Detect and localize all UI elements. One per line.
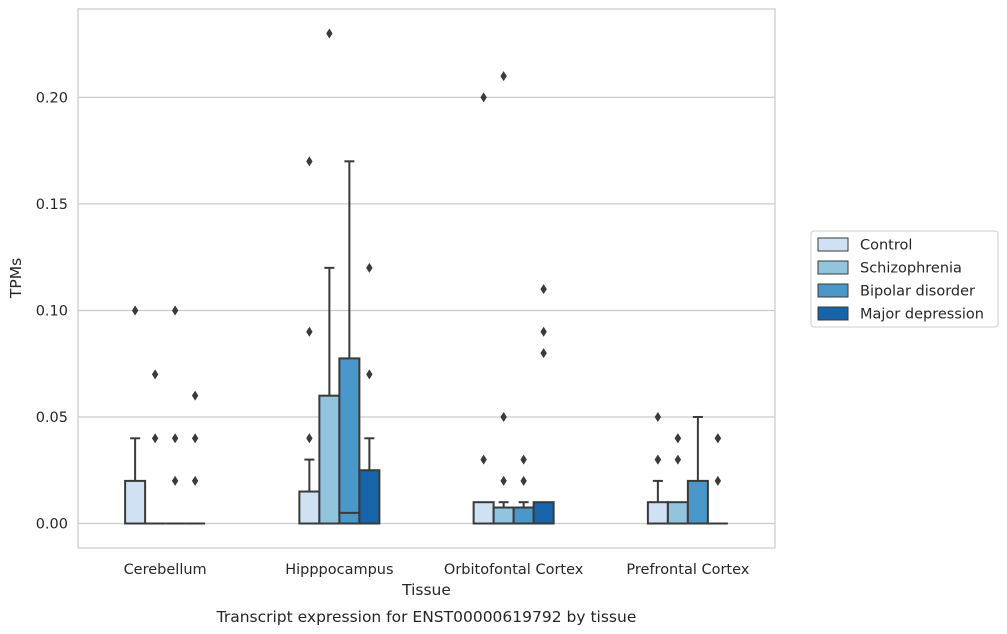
x-tick-label: Cerebellum	[124, 562, 207, 578]
outlier-point	[131, 305, 139, 316]
outlier-point	[714, 475, 722, 486]
box-body	[298, 490, 321, 525]
box-bipolar-disorder-2	[512, 454, 535, 525]
outlier-point	[191, 475, 199, 486]
outlier-point	[171, 305, 179, 316]
legend-swatch	[817, 283, 849, 298]
outlier-point	[500, 475, 507, 486]
outlier-point	[500, 411, 507, 422]
box-body	[666, 501, 689, 525]
box-major-depression-1	[358, 262, 381, 525]
outlier-point	[540, 348, 547, 359]
x-tick-labels: Cerebellum Hipppocampus Orbitofontal Corte…	[124, 562, 750, 578]
box-body	[358, 469, 381, 525]
y-tick-label: 0.05	[36, 410, 68, 426]
outlier-point	[674, 454, 682, 465]
legend-label: Schizophrenia	[860, 261, 962, 277]
box-body	[338, 357, 361, 525]
box-layer	[124, 28, 728, 525]
legend-frame	[810, 230, 999, 328]
outlier-point	[500, 71, 507, 82]
outlier-point	[520, 454, 527, 465]
legend-label: Bipolar disorder	[860, 284, 975, 300]
outlier-point	[171, 475, 179, 486]
y-tick-label: 0.15	[36, 197, 68, 213]
box-schizophrenia-3	[666, 433, 689, 525]
legend-swatch	[817, 306, 849, 321]
x-tick-label: Hipppocampus	[285, 562, 393, 578]
y-tick-label: 0.20	[36, 90, 68, 106]
box-body	[646, 501, 669, 525]
box-control-0	[124, 305, 147, 525]
box-major-depression-2	[532, 284, 555, 525]
box-body	[532, 501, 555, 525]
box-schizophrenia-1	[318, 28, 341, 525]
legend: Control Schizophrenia Bipolar disorder Majo…	[810, 230, 999, 328]
x-tick-label: Orbitofontal Cortex	[444, 562, 584, 578]
box-body	[512, 506, 535, 525]
outlier-point	[654, 411, 662, 422]
box-body	[472, 501, 495, 525]
y-tick-labels: 0.00 0.05 0.10 0.15 0.20	[36, 90, 68, 532]
outlier-point	[306, 156, 313, 167]
box-bipolar-disorder-1	[338, 160, 361, 525]
outlier-point	[480, 92, 487, 103]
outlier-point	[674, 433, 682, 444]
legend-swatch	[817, 237, 849, 252]
outlier-point	[540, 326, 547, 337]
box-body	[318, 394, 341, 525]
outlier-point	[714, 433, 722, 444]
y-tick-label: 0.00	[36, 517, 68, 533]
outlier-point	[480, 454, 487, 465]
box-major-depression-3	[707, 433, 728, 525]
outlier-point	[326, 28, 333, 39]
box-major-depression-0	[185, 390, 206, 525]
outlier-point	[366, 369, 373, 380]
outlier-point	[520, 475, 527, 486]
box-schizophrenia-0	[145, 369, 166, 525]
legend-swatch	[817, 260, 849, 275]
outlier-point	[540, 284, 547, 295]
box-control-1	[298, 156, 321, 525]
outlier-point	[306, 326, 313, 337]
box-body	[686, 479, 709, 525]
box-bipolar-disorder-3	[686, 415, 709, 525]
box-body	[492, 506, 515, 525]
y-tick-label: 0.10	[36, 303, 68, 319]
box-body	[124, 479, 147, 525]
outlier-point	[191, 390, 199, 401]
box-bipolar-disorder-0	[165, 305, 186, 525]
box-control-3	[646, 411, 669, 525]
outlier-point	[151, 433, 159, 444]
outlier-point	[191, 433, 199, 444]
outlier-point	[306, 433, 313, 444]
outlier-point	[171, 433, 179, 444]
outlier-point	[654, 454, 662, 465]
box-schizophrenia-2	[492, 71, 515, 525]
chart-caption: Transcript expression for ENST0000061979…	[216, 608, 637, 626]
x-axis-label: Tissue	[401, 581, 451, 599]
plot-frame	[77, 8, 776, 549]
y-axis-label: TPMs	[7, 258, 25, 299]
legend-label: Major depression	[860, 307, 984, 323]
outlier-point	[151, 369, 159, 380]
legend-label: Control	[860, 238, 912, 254]
x-tick-label: Prefrontal Cortex	[626, 562, 749, 578]
outlier-point	[366, 262, 373, 273]
